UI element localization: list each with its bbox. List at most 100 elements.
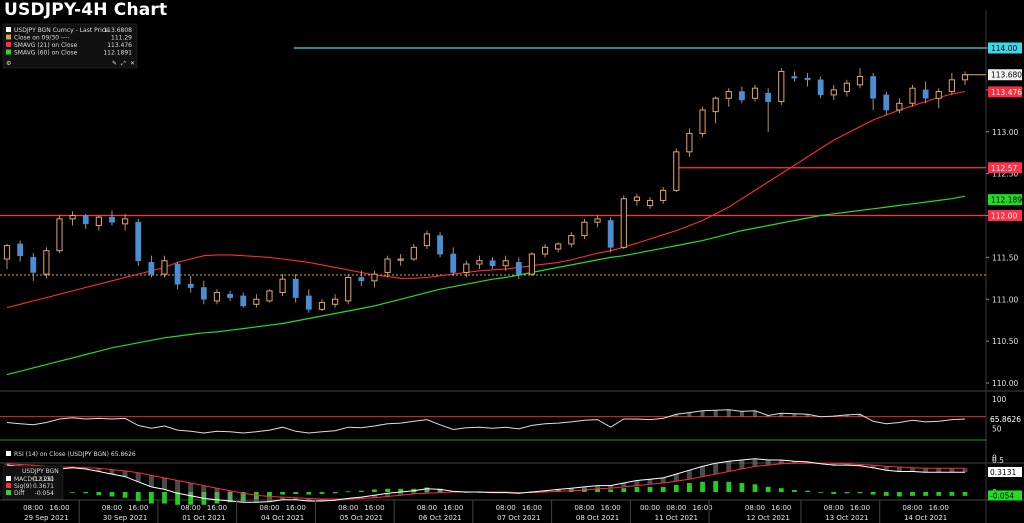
level-tag: 112.00	[988, 210, 1022, 221]
legend-value: 111.29	[111, 35, 132, 42]
price-tick-label: 112.50	[992, 170, 1018, 179]
time-tick-label: 16:00	[443, 504, 463, 512]
candle-body	[489, 260, 496, 267]
candle-body	[541, 246, 549, 255]
time-tick-label: 08:00	[574, 504, 594, 512]
macd-diff-bar	[332, 492, 338, 494]
candle	[739, 86, 745, 104]
macd-diff-bar	[319, 492, 325, 494]
time-tick-label: 16:00	[207, 504, 227, 512]
macd-legend-value: 0.3131	[33, 476, 54, 483]
macd-diff-bar	[896, 492, 902, 497]
macd-diff-bar	[293, 492, 299, 494]
candle-body	[935, 91, 942, 99]
time-tick-label: 16:00	[850, 504, 870, 512]
candle	[174, 262, 181, 290]
candle	[607, 217, 614, 253]
candle-body	[620, 198, 627, 248]
macd-diff-bar	[109, 492, 115, 497]
price-tag: 113.476	[988, 86, 1022, 98]
macd-legend-label: MACD(12,26)	[14, 476, 54, 483]
date-label: 05 Oct 2021	[340, 514, 383, 522]
macd-diff-bar	[634, 486, 640, 492]
candle	[922, 81, 929, 104]
date-label: 01 Oct 2021	[182, 514, 225, 522]
macd-legend-value: -0.054	[35, 490, 55, 497]
rsi-overbought-fill	[674, 409, 862, 417]
level-lines	[0, 47, 986, 276]
candle	[581, 218, 588, 239]
candle-body	[870, 76, 877, 99]
candle-body	[82, 215, 89, 225]
time-tick-label: 16:00	[522, 504, 542, 512]
candle-body	[607, 220, 614, 248]
candle	[240, 292, 247, 308]
candle	[213, 289, 221, 305]
macd-diff-bar	[345, 491, 351, 493]
candle	[69, 211, 76, 226]
candle	[358, 270, 365, 286]
price-tag: 112.1891	[988, 194, 1024, 206]
candle	[948, 73, 955, 95]
rsi-legend-swatch	[6, 451, 11, 456]
date-label: 29 Sep 2021	[24, 514, 68, 522]
date-label: 07 Oct 2021	[497, 514, 540, 522]
macd-legend-value: 0.3671	[33, 483, 54, 490]
candle-body	[253, 298, 260, 305]
candle	[384, 255, 391, 278]
candle	[883, 91, 890, 115]
time-tick-label: 08:00	[902, 504, 922, 512]
candle	[515, 257, 522, 280]
candle	[843, 79, 850, 97]
candle-body	[515, 262, 522, 275]
macd-diff-bar	[962, 492, 968, 496]
level-tag: 112.57	[988, 162, 1022, 174]
macd-diff-bar	[831, 492, 837, 494]
macd-legend-swatch	[6, 483, 11, 488]
candle-body	[791, 76, 798, 79]
candle-body	[856, 75, 864, 86]
macd-diff-bar	[883, 492, 889, 496]
candle-body	[371, 273, 378, 282]
date-label: 13 Oct 2021	[825, 514, 868, 522]
legend-value: 113.6808	[103, 27, 132, 34]
date-label: 06 Oct 2021	[418, 514, 461, 522]
candle	[345, 274, 352, 305]
rsi-line	[6, 409, 966, 434]
macd-legend-swatch	[6, 476, 11, 481]
candle-body	[778, 70, 785, 103]
macd-diff-bar	[83, 492, 89, 494]
candle	[660, 187, 667, 204]
legend-box	[2, 23, 138, 69]
candle-body	[817, 79, 824, 96]
candle-body	[122, 218, 129, 225]
candle	[292, 274, 299, 303]
candle	[476, 255, 483, 270]
candle	[778, 68, 785, 105]
macd-diff-bar	[608, 489, 614, 492]
candle	[135, 218, 142, 266]
macd-diff-bar	[280, 492, 285, 495]
candle	[56, 215, 63, 254]
macd-band	[4, 458, 968, 503]
time-tick-label: 08:00	[338, 504, 358, 512]
rsi-tick-label: 100	[992, 395, 1007, 404]
candle	[961, 71, 969, 85]
candle-body	[843, 82, 850, 93]
price-tick-label: 113.00	[992, 128, 1018, 137]
candle-body	[358, 277, 365, 282]
macd-diff-bar	[805, 490, 810, 492]
candle	[791, 71, 798, 82]
candle	[122, 213, 129, 231]
candle	[686, 128, 693, 157]
macd-tag: -0.054	[988, 490, 1022, 501]
macd-diff-bar	[122, 492, 128, 498]
candle-body	[961, 74, 969, 81]
candle-body	[922, 89, 929, 99]
macd-diff-bar	[267, 492, 272, 498]
date-label: 11 Oct 2021	[655, 514, 698, 522]
date-label: 08 Oct 2021	[576, 514, 619, 522]
macd-tag-label: -0.054	[990, 491, 1014, 500]
candle	[148, 255, 155, 278]
macd-diff-bar	[687, 483, 692, 492]
